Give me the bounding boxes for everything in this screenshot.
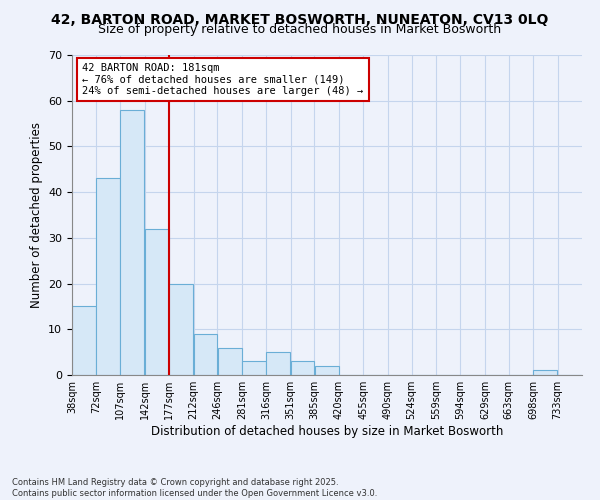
Bar <box>218 348 242 375</box>
Bar <box>145 228 169 375</box>
Text: 42 BARTON ROAD: 181sqm
← 76% of detached houses are smaller (149)
24% of semi-de: 42 BARTON ROAD: 181sqm ← 76% of detached… <box>82 63 364 96</box>
Bar <box>72 306 95 375</box>
Bar <box>314 366 338 375</box>
Bar <box>291 362 314 375</box>
X-axis label: Distribution of detached houses by size in Market Bosworth: Distribution of detached houses by size … <box>151 425 503 438</box>
Bar <box>266 352 290 375</box>
Bar <box>169 284 193 375</box>
Bar <box>242 362 266 375</box>
Text: 42, BARTON ROAD, MARKET BOSWORTH, NUNEATON, CV13 0LQ: 42, BARTON ROAD, MARKET BOSWORTH, NUNEAT… <box>52 12 548 26</box>
Text: Size of property relative to detached houses in Market Bosworth: Size of property relative to detached ho… <box>98 22 502 36</box>
Bar <box>96 178 120 375</box>
Text: Contains HM Land Registry data © Crown copyright and database right 2025.
Contai: Contains HM Land Registry data © Crown c… <box>12 478 377 498</box>
Y-axis label: Number of detached properties: Number of detached properties <box>29 122 43 308</box>
Bar <box>533 370 557 375</box>
Bar <box>121 110 145 375</box>
Bar <box>194 334 217 375</box>
